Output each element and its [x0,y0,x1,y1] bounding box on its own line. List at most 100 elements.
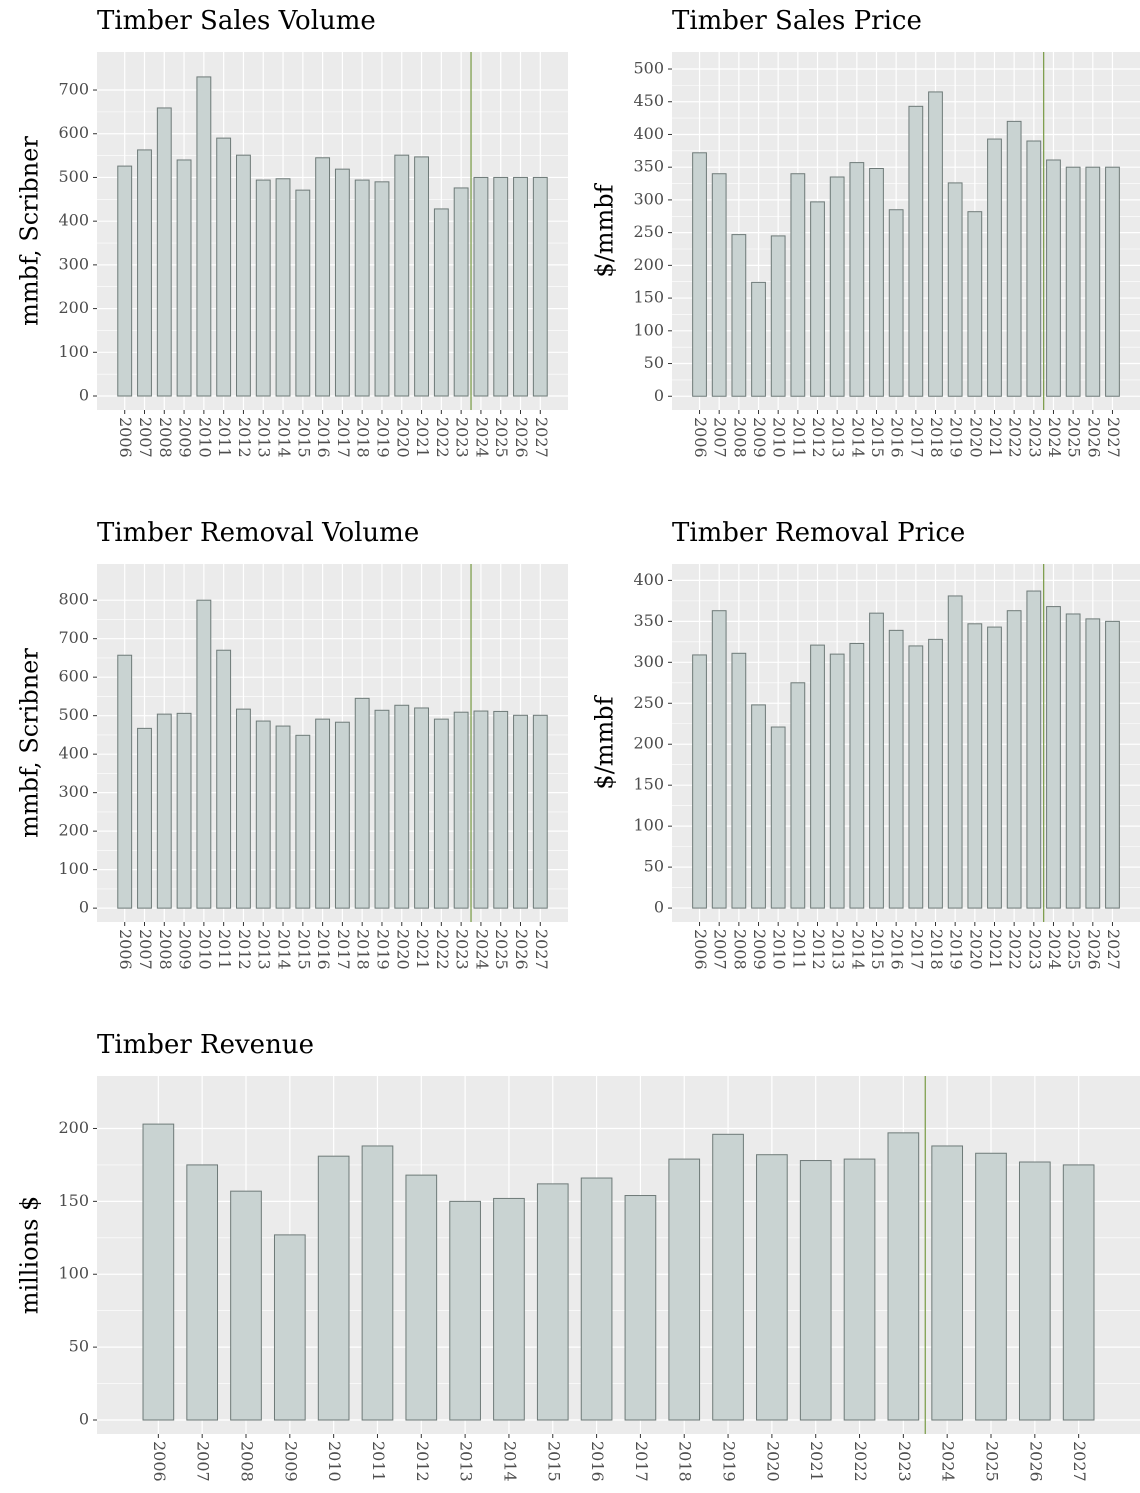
bar [810,201,825,397]
x-tick-label: 2013 [255,929,274,970]
bar [869,612,884,909]
bar [394,154,410,397]
x-tick-label: 2025 [492,929,511,970]
x-tick-label: 2024 [472,929,491,970]
bar [453,187,469,397]
bar [888,209,904,397]
bar [770,726,786,909]
y-axis-label: mmbf, Scribner [16,136,44,326]
x-tick-label: 2026 [512,417,531,458]
bar [770,235,786,397]
bar [731,234,747,397]
y-axis-label: mmbf, Scribner [16,648,44,838]
y-tick-label: 100 [58,1264,89,1283]
y-tick-label: 100 [58,342,89,361]
bar [196,76,212,397]
y-tick-label: 150 [633,775,664,794]
y-tick-label: 200 [58,821,89,840]
bar [137,149,152,397]
x-tick-label: 2012 [235,417,254,458]
x-tick-label: 2017 [907,417,926,458]
x-tick-label: 2027 [1070,1441,1089,1482]
bar [317,1155,350,1421]
y-tick-label: 500 [58,705,89,724]
bar [216,649,232,909]
x-tick-label: 2024 [472,417,491,458]
bar [756,1154,788,1421]
x-tick-label: 2013 [255,417,274,458]
bar [843,1158,876,1421]
y-tick-label: 600 [58,667,89,686]
bar [928,638,943,909]
bar [731,652,747,909]
bar [493,710,509,909]
bar [334,168,350,397]
bar [580,1177,613,1421]
x-tick-label: 2017 [334,929,353,970]
y-tick-label: 600 [58,123,89,142]
x-tick-label: 2020 [393,417,412,458]
x-tick-label: 2006 [691,417,710,458]
x-tick-label: 2014 [848,417,867,458]
x-tick-label: 2023 [453,929,472,970]
x-tick-label: 2010 [770,417,789,458]
bar [1065,166,1081,397]
bar [176,159,192,397]
panel [97,1076,1140,1434]
bar [275,178,291,397]
y-tick-label: 700 [58,80,89,99]
x-tick-label: 2018 [354,929,373,970]
x-tick-label: 2015 [294,929,313,970]
y-tick-label: 400 [633,124,664,143]
x-tick-label: 2015 [868,417,887,458]
bar [473,710,489,909]
x-tick-label: 2012 [235,929,254,970]
bar [315,718,331,909]
bar [692,152,707,397]
bar [1046,606,1061,909]
bar [275,725,291,909]
x-tick-label: 2008 [156,417,175,458]
y-tick-label: 500 [633,59,664,78]
bar [712,1133,744,1421]
x-tick-label: 2022 [433,929,452,970]
x-tick-label: 2008 [156,929,175,970]
bar [790,173,806,397]
y-tick-label: 150 [633,288,664,307]
bar [334,721,350,909]
y-axis-label: $/mmbf [591,182,619,277]
bar [196,599,212,909]
x-tick-label: 2012 [809,929,828,970]
bar [987,138,1002,397]
panel [97,564,568,922]
bar [295,734,311,909]
y-tick-label: 250 [633,693,664,712]
bar [1006,120,1022,397]
x-tick-label: 2016 [888,929,907,970]
bar [987,626,1002,909]
bar [513,176,528,397]
y-tick-label: 300 [633,652,664,671]
x-tick-label: 2014 [275,929,294,970]
x-tick-label: 2026 [512,929,531,970]
x-tick-label: 2008 [730,417,749,458]
bar [433,208,449,397]
y-tick-label: 400 [633,570,664,589]
bar [394,704,410,909]
y-tick-label: 50 [644,857,664,876]
bar [361,1145,394,1421]
bar [1105,166,1120,397]
y-tick-label: 50 [69,1337,89,1356]
x-tick-label: 2012 [413,1441,432,1482]
x-tick-label: 2007 [194,1441,213,1482]
x-tick-label: 2017 [334,417,353,458]
x-tick-label: 2010 [770,929,789,970]
x-tick-label: 2020 [763,1441,782,1482]
x-tick-label: 2010 [325,1441,344,1482]
x-tick-label: 2023 [453,417,472,458]
bar [315,157,331,397]
y-tick-label: 150 [58,1191,89,1210]
bar [414,707,429,909]
x-tick-label: 2009 [750,417,769,458]
x-tick-label: 2015 [868,929,887,970]
